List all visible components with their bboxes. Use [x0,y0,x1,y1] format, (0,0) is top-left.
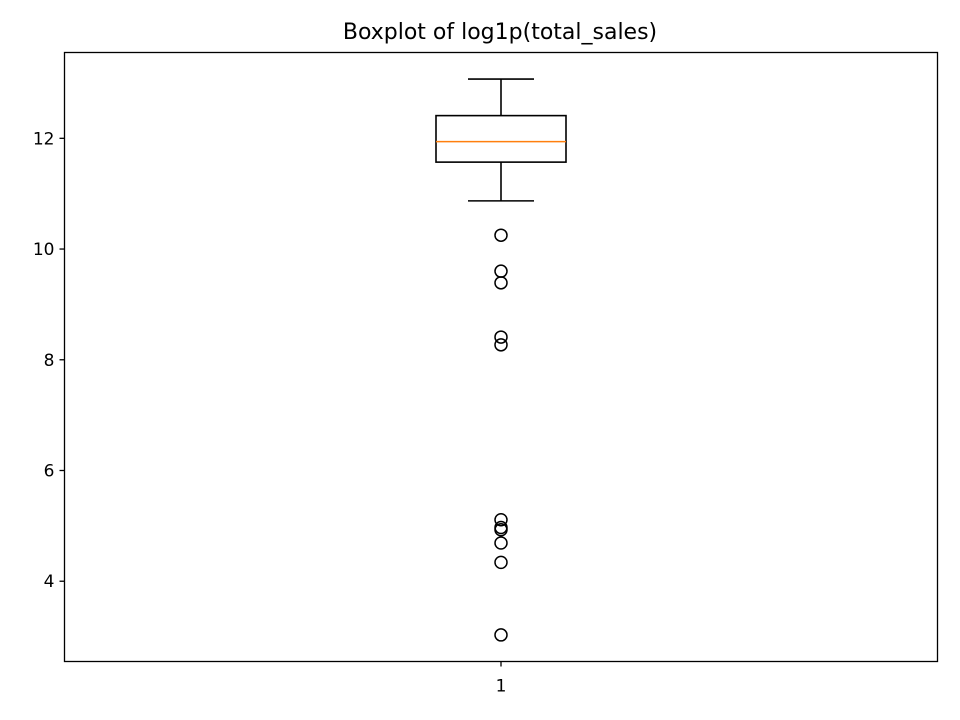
outlier-point [494,330,508,344]
y-tick-label: 4 [44,572,55,592]
outlier-point [494,555,508,570]
outlier-point [494,338,508,352]
outlier-point [494,228,508,242]
y-tick-label: 10 [33,240,55,260]
outlier-point [494,276,508,290]
outlier-point [494,513,508,527]
y-tick-label: 12 [33,129,55,149]
x-tick-label: 1 [496,677,507,697]
plot-area [435,78,567,642]
interquartile-box [435,114,567,163]
outlier-point [494,536,508,550]
outlier-point [494,522,508,537]
y-tick-label: 6 [44,461,55,481]
chart-title: Boxplot of log1p(total_sales) [343,20,657,45]
outlier-point [494,628,508,642]
y-tick-label: 8 [44,351,55,371]
